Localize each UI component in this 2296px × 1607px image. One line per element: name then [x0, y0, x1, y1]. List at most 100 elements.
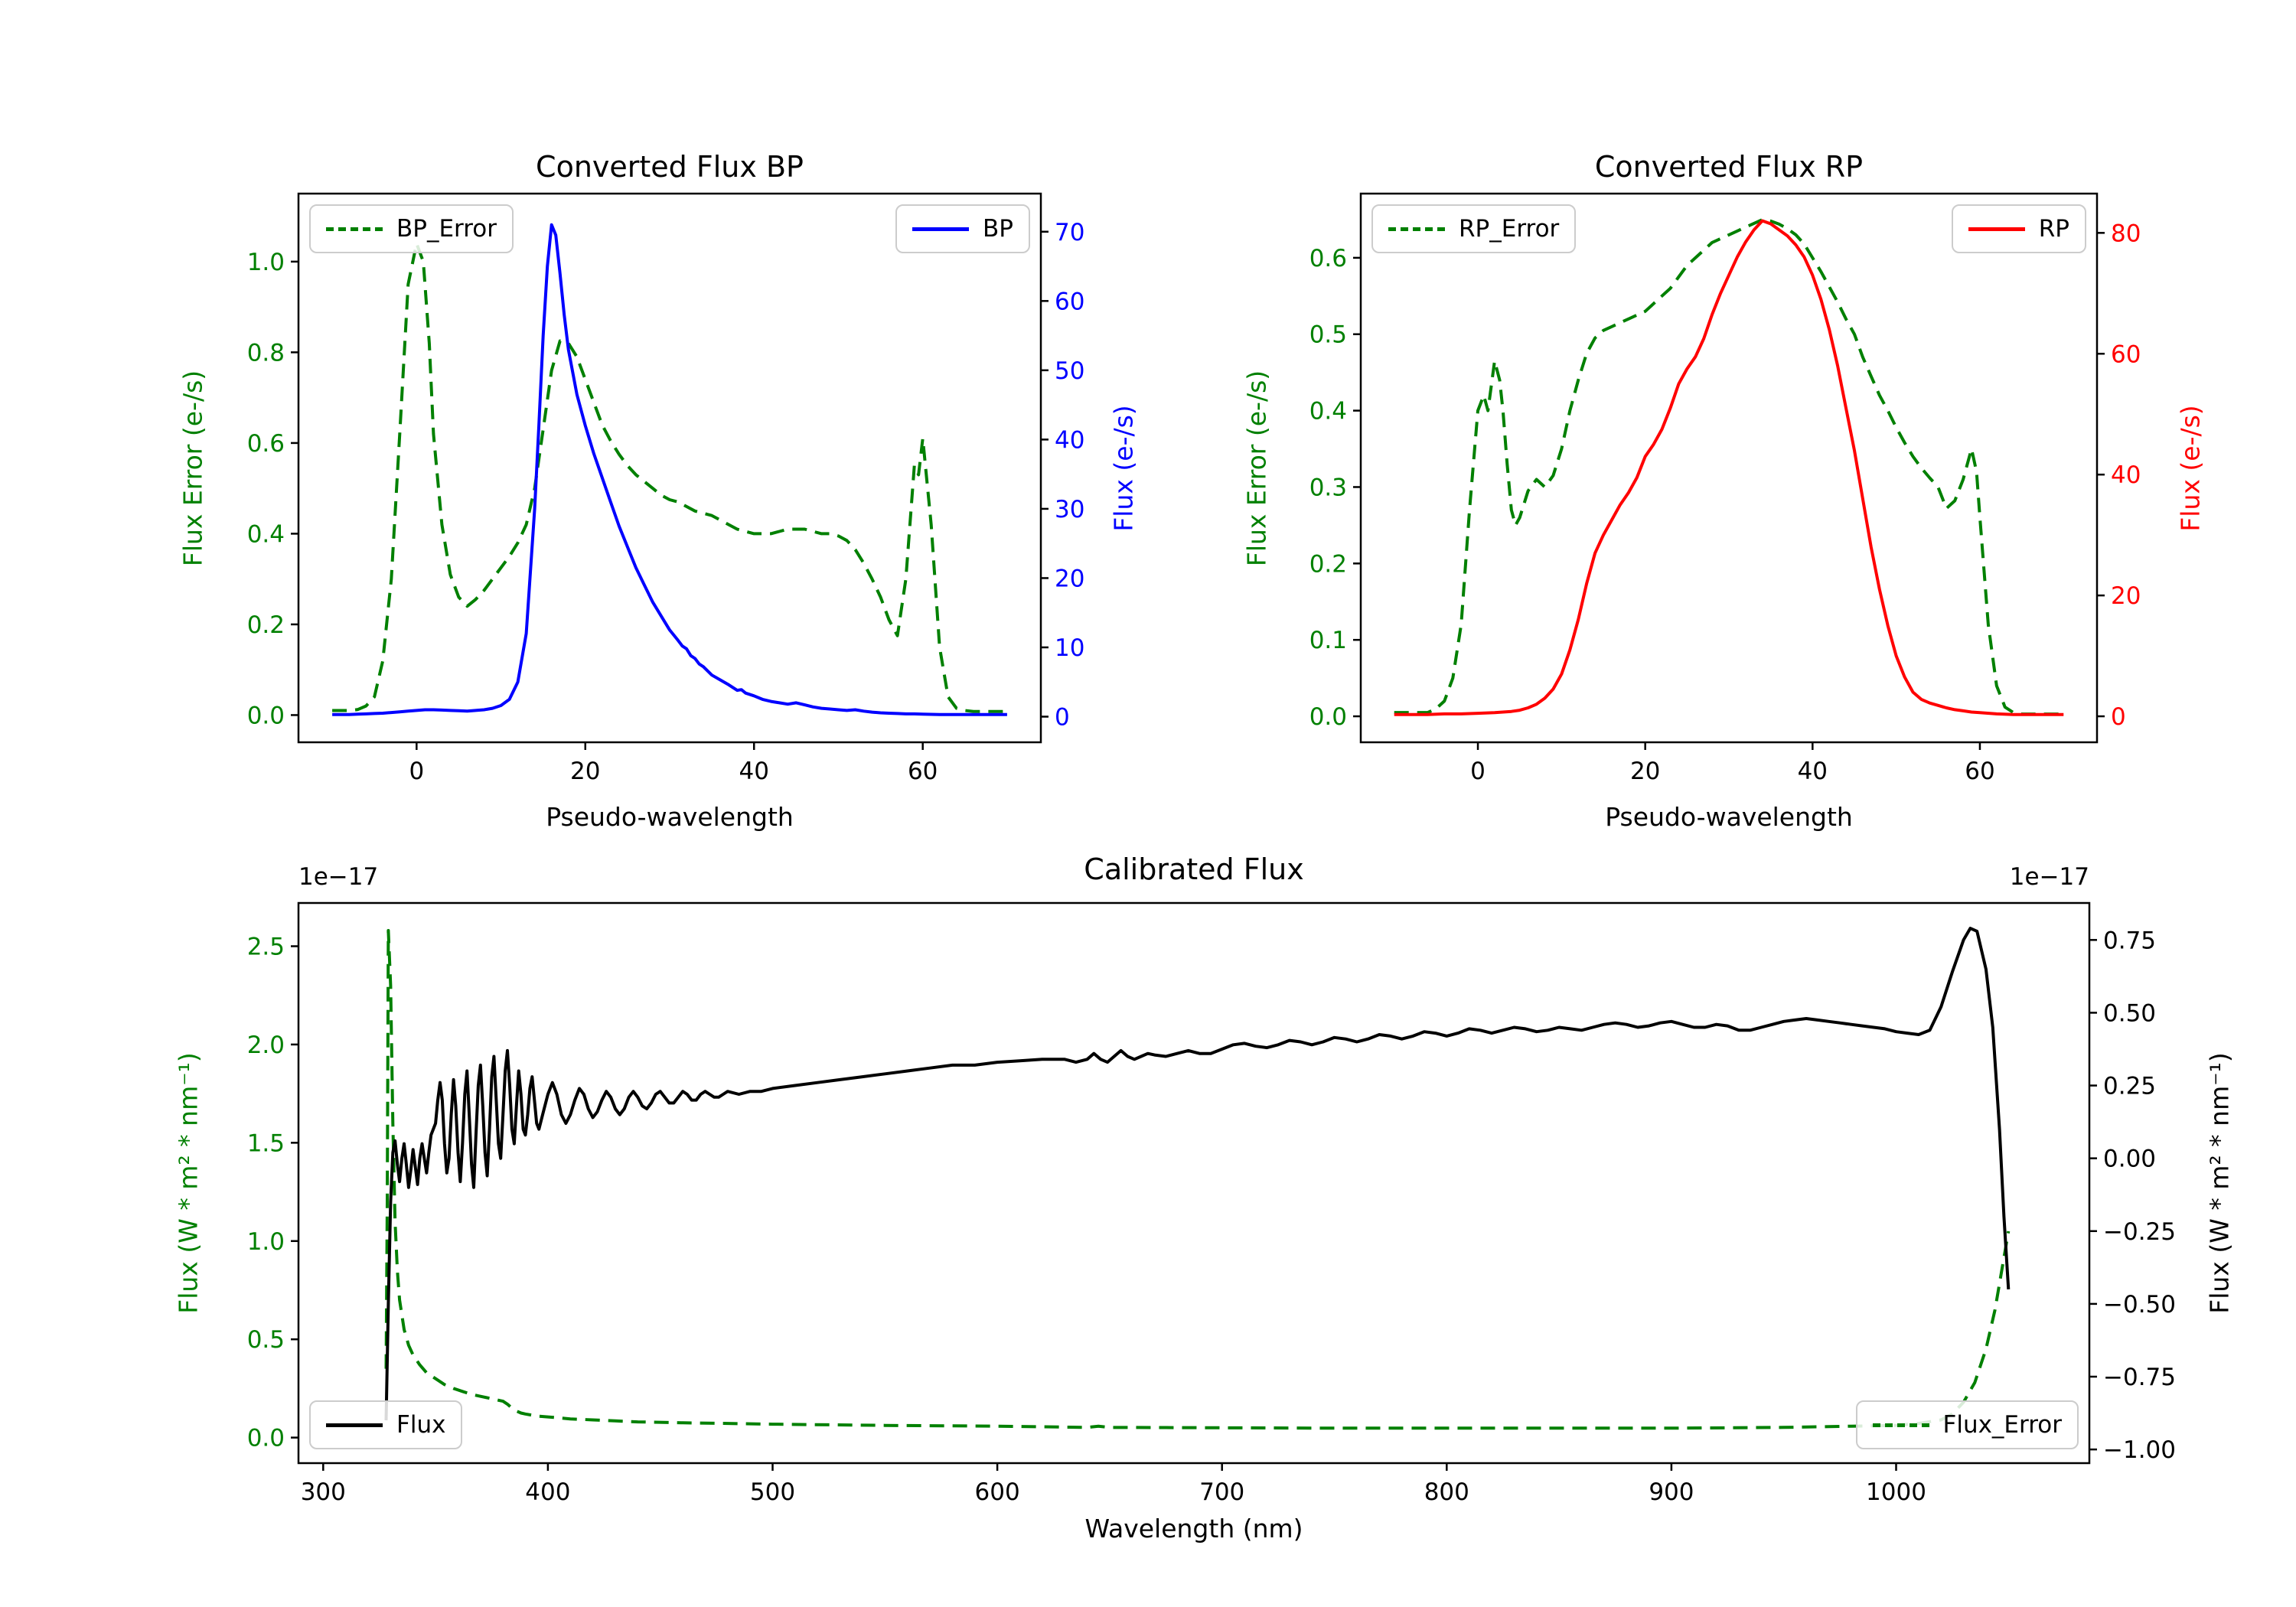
- rp-right-y-tick-label: 0: [2111, 703, 2126, 731]
- rp-left-y-tick-label: 0.0: [1309, 703, 1347, 731]
- bp-x-tick-label: 20: [570, 758, 600, 785]
- cal-x-tick-label: 700: [1199, 1478, 1244, 1506]
- rp-legend: RP: [1951, 204, 2086, 253]
- cal-right-y-tick-label: 0.75: [2103, 927, 2156, 954]
- bp-legend: BP: [895, 204, 1030, 253]
- cal-right-y-tick-label: −0.50: [2103, 1291, 2176, 1319]
- cal-x-tick-label: 300: [301, 1478, 346, 1506]
- rp-left-y-tick-label: 0.4: [1309, 398, 1347, 425]
- cal-left-y-tick-label: 2.0: [247, 1032, 285, 1059]
- rp-series-rp: [1394, 219, 2064, 716]
- rp-left-y-tick-label: 0.2: [1309, 550, 1347, 578]
- bp-left-y-tick-label: 0.0: [247, 702, 285, 729]
- bp-error-legend-label: BP_Error: [396, 215, 497, 243]
- rp-error-legend: RP_Error: [1371, 204, 1577, 253]
- rp-left-y-tick-label: 0.5: [1309, 321, 1347, 349]
- bp-left-y-tick-label: 0.2: [247, 611, 285, 639]
- bp-right-y-tick-label: 60: [1055, 288, 1084, 315]
- rp-left-y-tick-label: 0.3: [1309, 474, 1347, 501]
- cal-plot-title: Calibrated Flux: [1084, 852, 1304, 886]
- rp-x-tick-label: 40: [1798, 758, 1828, 785]
- rp-left-y-tick-label: 0.6: [1309, 245, 1347, 272]
- bp-left-y-tick-label: 0.8: [247, 339, 285, 367]
- cal-flux-legend: Flux: [309, 1400, 463, 1449]
- bp-x-tick-label: 0: [409, 758, 424, 785]
- bp-series-bp_error: [332, 242, 1007, 713]
- bp-legend-label: BP: [983, 215, 1013, 243]
- cal-right-y-tick-label: 0.50: [2103, 999, 2156, 1027]
- cal-x-tick-label: 1000: [1866, 1478, 1926, 1506]
- rp-legend-label: RP: [2038, 215, 2069, 243]
- bp-left-y-tick-label: 0.6: [247, 430, 285, 458]
- rp-xaxis-label: Pseudo-wavelength: [1605, 802, 1853, 832]
- bp-error-legend-line-icon: [326, 227, 383, 231]
- bp-right-y-tick-label: 30: [1055, 496, 1084, 523]
- cal-x-tick-label: 600: [975, 1478, 1020, 1506]
- cal-right-y-tick-label: −0.25: [2103, 1218, 2176, 1246]
- bp-x-tick-label: 40: [739, 758, 769, 785]
- cal-left-yaxis-label: Flux (W * m² * nm⁻¹): [173, 1052, 204, 1314]
- cal-right-y-tick-label: −0.75: [2103, 1364, 2176, 1391]
- rp-legend-line-icon: [1968, 227, 2025, 231]
- rp-right-y-tick-label: 60: [2111, 341, 2141, 368]
- cal-right-y-tick-label: 0.00: [2103, 1146, 2156, 1173]
- cal-series-flux: [384, 927, 2011, 1421]
- rp-error-legend-label: RP_Error: [1459, 215, 1560, 243]
- cal-left-y-tick-label: 1.5: [247, 1129, 285, 1157]
- cal-right-offset-text: 1e−17: [2009, 863, 2089, 891]
- rp-axes: 0 20 40 60 0.0 0.1 0.2 0.3 0.4 0.5 0.6 0 20 40 60 80: [1309, 192, 2141, 785]
- bp-right-y-tick-label: 0: [1055, 704, 1070, 732]
- rp-plot-border: [1359, 192, 2099, 744]
- rp-left-y-tick-label: 0.1: [1309, 627, 1347, 654]
- bp-error-legend: BP_Error: [309, 204, 514, 253]
- cal-left-y-tick-label: 2.5: [247, 934, 285, 961]
- cal-left-y-tick-label: 0.0: [247, 1425, 285, 1452]
- cal-flux-error-legend: Flux_Error: [1855, 1400, 2079, 1449]
- cal-right-yaxis-label: Flux (W * m² * nm⁻¹): [2204, 1052, 2235, 1314]
- rp-x-tick-label: 20: [1630, 758, 1660, 785]
- bp-series-bp: [332, 223, 1007, 716]
- cal-right-y-tick-label: 0.25: [2103, 1073, 2156, 1100]
- cal-xaxis-label: Wavelength (nm): [1084, 1514, 1303, 1543]
- rp-x-tick-label: 0: [1470, 758, 1486, 785]
- bp-right-y-tick-label: 50: [1055, 357, 1084, 385]
- bp-right-y-tick-label: 40: [1055, 426, 1084, 454]
- cal-flux-error-legend-line-icon: [1872, 1423, 1929, 1427]
- bp-axes: 0 20 40 60 0.0 0.2 0.4 0.6 0.8 1.0 0 10 20 30 40 50 60 70: [247, 192, 1084, 785]
- cal-flux-legend-label: Flux: [396, 1411, 446, 1439]
- bp-left-y-tick-label: 1.0: [247, 249, 285, 276]
- bp-xaxis-label: Pseudo-wavelength: [546, 802, 794, 832]
- bp-right-y-tick-label: 10: [1055, 634, 1084, 662]
- rp-left-yaxis-label: Flux Error (e-/s): [1241, 370, 1272, 567]
- rp-x-tick-label: 60: [1965, 758, 1994, 785]
- bp-right-y-tick-label: 20: [1055, 565, 1084, 592]
- rp-right-y-tick-label: 40: [2111, 461, 2141, 489]
- cal-right-y-tick-label: −1.00: [2103, 1436, 2176, 1464]
- cal-x-tick-label: 500: [750, 1478, 795, 1506]
- rp-right-yaxis-label: Flux (e-/s): [2175, 405, 2206, 532]
- cal-flux-error-legend-label: Flux_Error: [1942, 1411, 2063, 1439]
- bp-x-tick-label: 60: [908, 758, 938, 785]
- bp-left-y-tick-label: 0.4: [247, 520, 285, 548]
- cal-x-tick-label: 900: [1649, 1478, 1694, 1506]
- cal-plot-border: [297, 901, 2091, 1465]
- rp-error-legend-line-icon: [1388, 227, 1445, 231]
- cal-flux-legend-line-icon: [326, 1423, 383, 1427]
- cal-x-tick-label: 800: [1424, 1478, 1469, 1506]
- cal-series-flux_error: [384, 929, 2011, 1430]
- bp-plot-border: [297, 192, 1042, 744]
- bp-right-yaxis-label: Flux (e-/s): [1108, 405, 1139, 532]
- bp-plot-title: Converted Flux BP: [536, 150, 804, 184]
- rp-series-rp_error: [1394, 218, 2064, 716]
- bp-left-yaxis-label: Flux Error (e-/s): [178, 370, 208, 567]
- rp-right-y-tick-label: 80: [2111, 220, 2141, 247]
- cal-x-tick-label: 400: [525, 1478, 570, 1506]
- rp-right-y-tick-label: 20: [2111, 582, 2141, 610]
- bp-legend-line-icon: [912, 227, 970, 231]
- bp-right-y-tick-label: 70: [1055, 219, 1084, 246]
- cal-left-y-tick-label: 1.0: [247, 1228, 285, 1256]
- rp-plot-title: Converted Flux RP: [1594, 150, 1864, 184]
- cal-left-offset-text: 1e−17: [298, 863, 379, 891]
